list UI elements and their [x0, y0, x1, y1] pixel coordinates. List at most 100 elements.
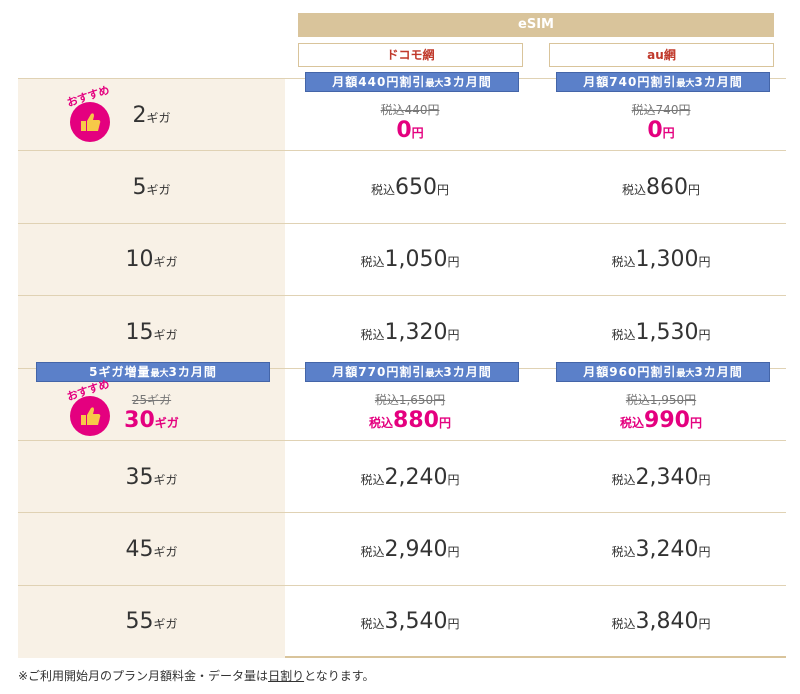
data-cell: 5ギガ	[18, 151, 285, 224]
campaign-banner: 月額960円割引最大3カ月間	[556, 361, 770, 382]
price-amount: 1,320	[384, 319, 448, 345]
data-amount: 5ギガ	[132, 175, 170, 200]
price-amount: 3,840	[635, 609, 699, 635]
price: 税込3,840円	[611, 609, 710, 634]
price-cell: 税込1,950円税込990円	[536, 369, 786, 441]
data-amount: 35ギガ	[125, 465, 177, 490]
price-amount: 2,340	[635, 464, 699, 490]
price-prefix: 税込	[611, 545, 636, 560]
data-unit: ギガ	[153, 327, 178, 342]
recommend-badge: おすすめ	[65, 377, 111, 436]
price-cell: 税込2,240円	[285, 441, 535, 513]
data-unit: ギガ	[153, 617, 178, 632]
price: 税込1,320円	[360, 320, 459, 345]
price-suffix: 円	[447, 255, 460, 270]
price: 税込860円	[622, 175, 700, 200]
data-unit: ギガ	[153, 545, 178, 560]
price-suffix: 円	[447, 617, 460, 632]
price: 税込2,340円	[611, 465, 710, 490]
price-amount: 0	[647, 118, 663, 144]
recommend-badge: おすすめ	[65, 83, 111, 142]
data-unit: ギガ	[146, 183, 171, 198]
price-prefix: 税込	[611, 255, 636, 270]
price-cell: 税込1,050円	[285, 224, 535, 296]
footnote-emphasis: 日割り	[268, 669, 305, 683]
price-prefix: 税込	[360, 472, 385, 487]
data-cell: 45ギガ	[18, 513, 285, 586]
price-suffix: 円	[698, 255, 711, 270]
data-amount: 2ギガ	[132, 103, 170, 128]
price: 税込3,540円	[360, 609, 459, 634]
campaign-banner: 月額740円割引最大3カ月間	[556, 72, 770, 92]
price-amount: 1,300	[635, 247, 699, 273]
price: 税込2,940円	[360, 537, 459, 562]
thumb-icon	[81, 113, 101, 131]
price-prefix: 税込	[620, 415, 645, 430]
price-suffix: 円	[662, 126, 675, 141]
price-amount: 990	[644, 407, 690, 433]
campaign-banner: 月額770円割引最大3カ月間	[305, 361, 519, 382]
price-prefix: 税込	[360, 545, 385, 560]
banner-text: 3カ月間	[168, 364, 217, 379]
price: 税込3,240円	[611, 537, 710, 562]
data-number: 10	[125, 247, 154, 273]
price-cell: 税込650円	[285, 151, 535, 223]
data-cell: 15ギガ	[18, 296, 285, 369]
data-cell: 10ギガ	[18, 223, 285, 297]
banner-text: 3カ月間	[694, 364, 743, 379]
price-cell: 税込3,240円	[536, 513, 786, 585]
price-suffix: 円	[688, 183, 701, 198]
price-amount: 880	[393, 407, 439, 433]
banner-text-small: 最大	[676, 368, 695, 379]
data-amount: 55ギガ	[125, 609, 177, 634]
table-row: 5ギガ 税込650円 税込860円	[18, 150, 786, 224]
price-suffix: 円	[698, 472, 711, 487]
column-header: au網	[549, 43, 774, 67]
banner-text: 月額770円割引	[332, 364, 426, 379]
badge-circle	[70, 395, 110, 436]
price-prefix: 税込	[611, 617, 636, 632]
original-price: 税込1,650円	[374, 392, 446, 407]
table-bottom-border	[18, 656, 786, 658]
data-cell: 2ギガ	[18, 79, 285, 152]
price-prefix: 税込	[369, 415, 394, 430]
banner-text: 3カ月間	[443, 364, 492, 379]
data-cell: 55ギガ	[18, 585, 285, 659]
price-amount: 2,240	[384, 464, 448, 490]
banner-text: 3カ月間	[694, 75, 743, 89]
data-unit: ギガ	[146, 110, 171, 125]
banner-text: 3カ月間	[443, 75, 492, 89]
price-suffix: 円	[689, 415, 702, 430]
original-price: 税込1,950円	[625, 392, 697, 407]
price: 税込1,300円	[611, 247, 710, 272]
data-number: 2	[132, 102, 147, 128]
price-cell: 税込3,840円	[536, 586, 786, 658]
data-number: 30	[124, 407, 155, 433]
price: 税込1,530円	[611, 320, 710, 345]
price-cell: 税込2,340円	[536, 441, 786, 513]
table-row: 2ギガ 税込440円 0円 税込740円 0円	[18, 78, 786, 152]
price-suffix: 円	[698, 617, 711, 632]
price-suffix: 円	[698, 327, 711, 342]
data-amount: 30ギガ	[124, 408, 179, 433]
banner-text-small: 最大	[676, 79, 695, 89]
data-number: 35	[125, 464, 154, 490]
original-data: 25ギガ	[131, 392, 172, 407]
table-title: eSIM	[298, 13, 774, 37]
table-row: 15ギガ 税込1,320円 税込1,530円	[18, 295, 786, 369]
price-amount: 1,530	[635, 319, 699, 345]
price-cell: 税込1,300円	[536, 224, 786, 296]
price-cell: 税込3,540円	[285, 586, 535, 658]
price: 税込1,050円	[360, 247, 459, 272]
price-suffix: 円	[447, 472, 460, 487]
price-cell: 税込740円 0円	[536, 79, 786, 151]
original-price: 税込740円	[631, 103, 691, 118]
banner-text-small: 最大	[150, 368, 169, 379]
data-amount: 15ギガ	[125, 320, 177, 345]
price-suffix: 円	[438, 415, 451, 430]
badge-circle	[70, 102, 110, 142]
banner-text-small: 最大	[425, 368, 444, 379]
price-prefix: 税込	[370, 183, 395, 198]
data-amount: 10ギガ	[125, 247, 177, 272]
original-price: 税込440円	[380, 103, 440, 118]
